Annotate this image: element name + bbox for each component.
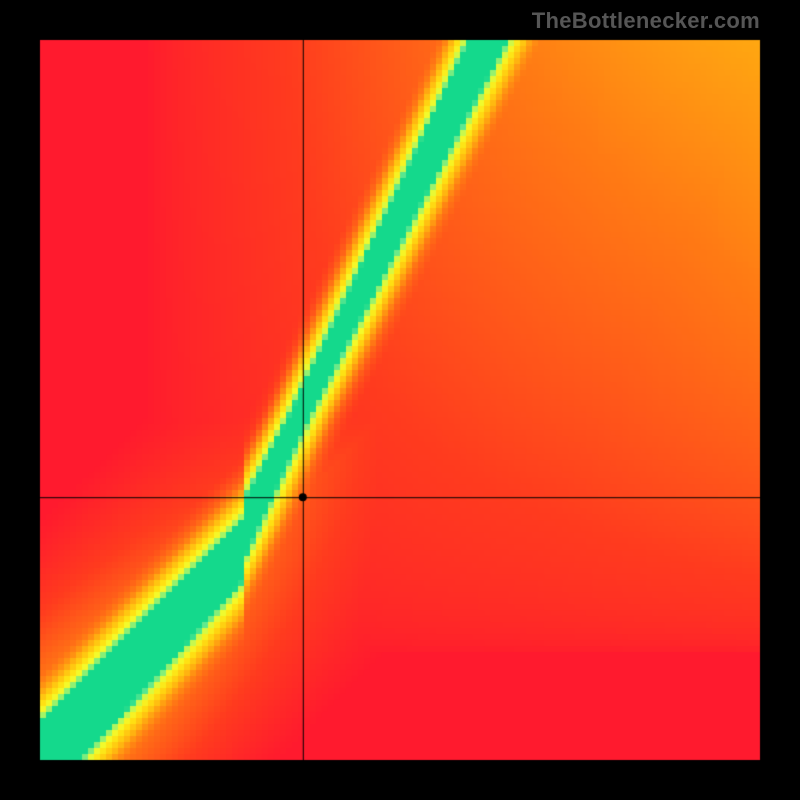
watermark-text: TheBottlenecker.com bbox=[532, 8, 760, 34]
chart-container: TheBottlenecker.com bbox=[0, 0, 800, 800]
bottleneck-heatmap bbox=[0, 0, 800, 800]
